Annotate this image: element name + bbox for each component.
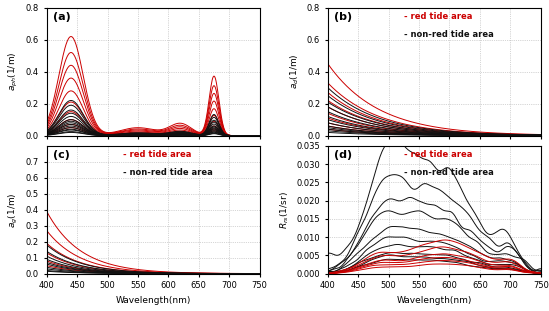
Y-axis label: $a_{ph}$(1/m): $a_{ph}$(1/m) <box>7 52 20 91</box>
Text: - non-red tide area: - non-red tide area <box>405 168 494 177</box>
Text: - non-red tide area: - non-red tide area <box>124 168 213 177</box>
Text: (c): (c) <box>53 150 70 160</box>
Y-axis label: $R_{rs}$(1/sr): $R_{rs}$(1/sr) <box>278 191 291 229</box>
Text: - red tide area: - red tide area <box>124 150 192 159</box>
X-axis label: Wavelength(nm): Wavelength(nm) <box>115 296 191 305</box>
Y-axis label: $a_g$(1/m): $a_g$(1/m) <box>7 192 20 228</box>
Text: - red tide area: - red tide area <box>405 150 473 159</box>
Text: - red tide area: - red tide area <box>405 12 473 21</box>
Text: (b): (b) <box>334 12 352 21</box>
X-axis label: Wavelength(nm): Wavelength(nm) <box>396 296 472 305</box>
Text: (a): (a) <box>53 12 71 21</box>
Text: (d): (d) <box>334 150 352 160</box>
Y-axis label: $a_d$(1/m): $a_d$(1/m) <box>289 54 301 90</box>
Text: - non-red tide area: - non-red tide area <box>405 30 494 39</box>
